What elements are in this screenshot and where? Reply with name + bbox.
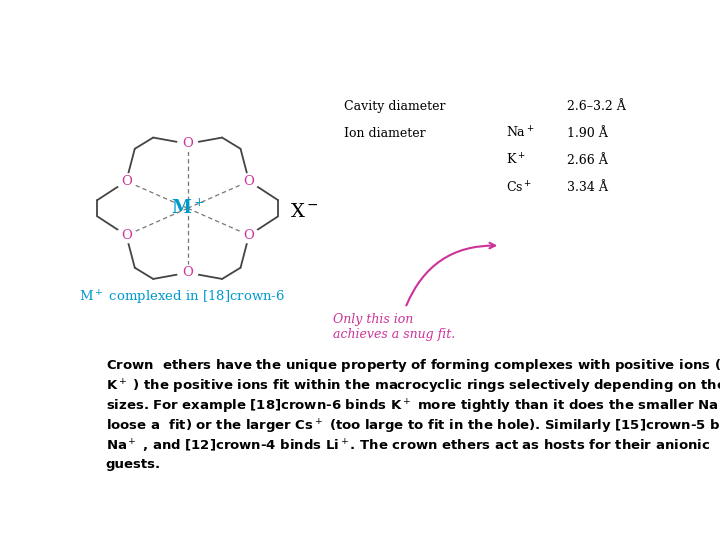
Text: guests.: guests. xyxy=(106,458,161,471)
Circle shape xyxy=(239,174,259,188)
Text: K$^+$ ) the positive ions fit within the macrocyclic rings selectively depending: K$^+$ ) the positive ions fit within the… xyxy=(106,378,720,396)
Circle shape xyxy=(116,228,136,243)
Text: Cavity diameter: Cavity diameter xyxy=(344,100,446,113)
Text: O: O xyxy=(182,137,193,150)
Text: O: O xyxy=(243,229,254,242)
Text: 2.66 Å: 2.66 Å xyxy=(567,154,608,167)
Circle shape xyxy=(116,174,136,188)
Text: Ion diameter: Ion diameter xyxy=(344,127,426,140)
Circle shape xyxy=(178,265,198,280)
Text: sizes. For example [18]crown-6 binds K$^+$ more tightly than it does the smaller: sizes. For example [18]crown-6 binds K$^… xyxy=(106,398,720,416)
Text: Only this ion
achieves a snug fit.: Only this ion achieves a snug fit. xyxy=(333,313,455,341)
Text: O: O xyxy=(121,175,132,188)
Text: O: O xyxy=(243,175,254,188)
Text: X$^-$: X$^-$ xyxy=(290,204,319,221)
Text: M$^+$ complexed in [18]crown-6: M$^+$ complexed in [18]crown-6 xyxy=(79,288,285,307)
Circle shape xyxy=(178,136,198,151)
Text: M$^+$: M$^+$ xyxy=(171,199,204,218)
Text: Cs$^+$: Cs$^+$ xyxy=(505,180,532,195)
Text: 2.6–3.2 Å: 2.6–3.2 Å xyxy=(567,100,626,113)
Text: Crown  ethers have the unique property of forming complexes with positive ions (: Crown ethers have the unique property of… xyxy=(106,358,720,376)
Circle shape xyxy=(239,228,259,243)
Text: O: O xyxy=(121,229,132,242)
Text: loose a  fit) or the larger Cs$^+$ (too large to fit in the hole). Similarly [15: loose a fit) or the larger Cs$^+$ (too l… xyxy=(106,418,720,436)
Text: O: O xyxy=(182,266,193,279)
Text: 1.90 Å: 1.90 Å xyxy=(567,127,608,140)
Text: Na$^+$: Na$^+$ xyxy=(505,126,534,141)
Text: K$^+$: K$^+$ xyxy=(505,153,526,168)
Text: 3.34 Å: 3.34 Å xyxy=(567,181,608,194)
Text: Na$^+$ , and [12]crown-4 binds Li$^+$. The crown ethers act as hosts for their a: Na$^+$ , and [12]crown-4 binds Li$^+$. T… xyxy=(106,438,710,455)
